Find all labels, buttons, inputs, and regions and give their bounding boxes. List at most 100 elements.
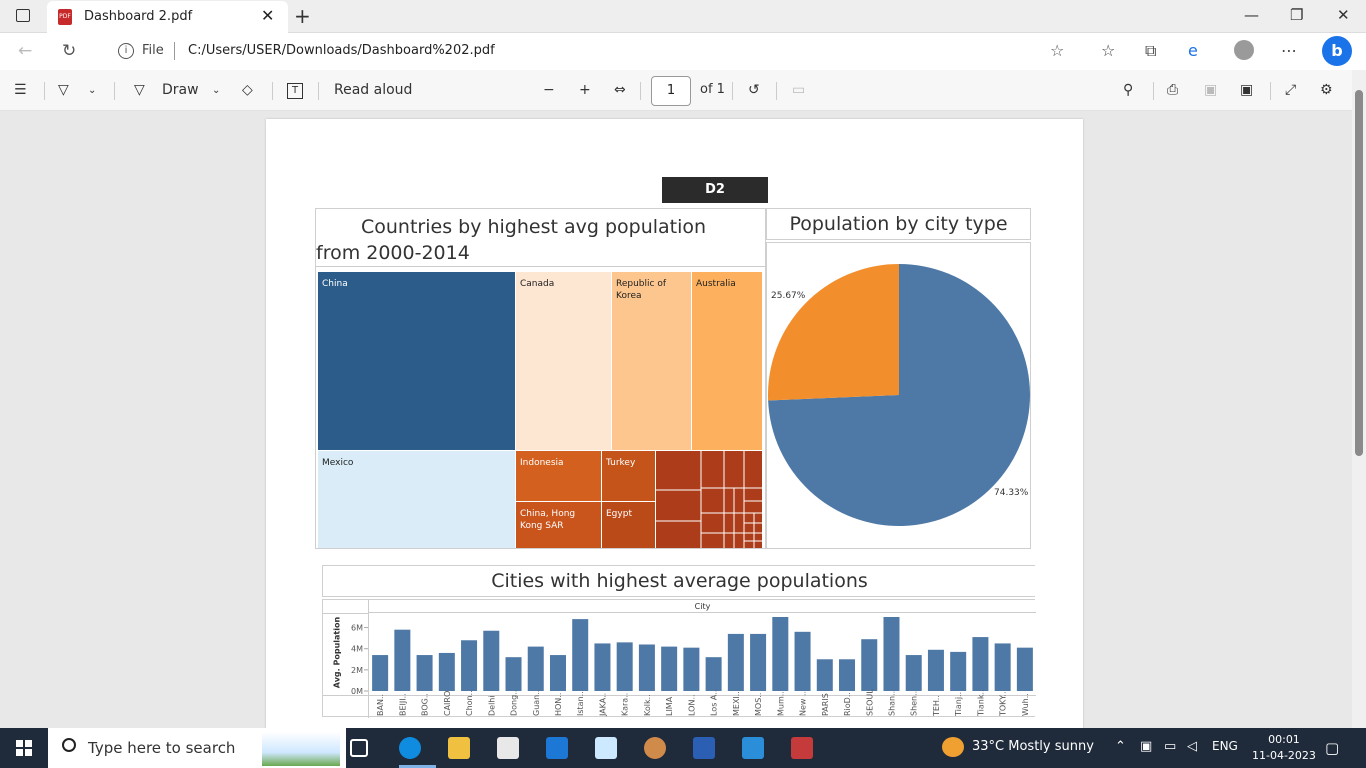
network-icon[interactable]: ▣	[1140, 739, 1153, 754]
bar[interactable]	[839, 659, 856, 691]
profile-avatar[interactable]	[1234, 40, 1254, 60]
bar[interactable]	[927, 649, 944, 691]
treemap-cell-mexico[interactable]: Mexico	[318, 451, 515, 548]
store-icon[interactable]	[497, 737, 519, 759]
scrollbar-thumb[interactable]	[1355, 90, 1363, 456]
bar[interactable]	[683, 647, 700, 691]
volume-icon[interactable]: ◁	[1187, 739, 1197, 754]
more-icon[interactable]: ⋯	[1281, 41, 1297, 60]
bar[interactable]	[527, 646, 544, 691]
paint-icon[interactable]	[644, 737, 666, 759]
info-icon[interactable]: i	[118, 43, 134, 59]
treemap-cell-china[interactable]: China	[318, 272, 515, 450]
treemap-cell-indonesia[interactable]: Indonesia	[516, 451, 601, 501]
add-favorite-icon[interactable]: ☆	[1050, 41, 1065, 60]
highlight-icon[interactable]: ▽	[58, 82, 69, 98]
snip-icon[interactable]	[595, 737, 617, 759]
bar[interactable]	[705, 657, 722, 691]
bar[interactable]	[905, 655, 922, 691]
bing-icon[interactable]: b	[1322, 36, 1352, 66]
fit-width-icon[interactable]: ⇔	[614, 82, 626, 98]
favorites-icon[interactable]: ☆	[1101, 41, 1116, 60]
file-explorer-icon[interactable]	[448, 737, 470, 759]
chevron-up-icon[interactable]: ⌃	[1115, 739, 1126, 754]
edge-taskbar-icon[interactable]	[399, 737, 421, 759]
treemap-cell-canada[interactable]: Canada	[516, 272, 611, 450]
bar[interactable]	[1016, 647, 1033, 691]
page-number-input[interactable]: 1	[651, 76, 691, 106]
bar[interactable]	[594, 643, 611, 691]
rotate-icon[interactable]: ↺	[748, 82, 760, 98]
print-icon[interactable]: ⎙	[1167, 82, 1179, 98]
bar[interactable]	[772, 617, 789, 691]
bar[interactable]	[972, 637, 989, 691]
bar[interactable]	[394, 629, 411, 691]
text-icon[interactable]: T	[287, 83, 303, 99]
bar[interactable]	[816, 659, 833, 691]
bar[interactable]	[950, 651, 967, 691]
clock[interactable]: 00:01 11-04-2023	[1252, 732, 1316, 764]
eraser-icon[interactable]: ◇	[242, 82, 253, 98]
fullscreen-icon[interactable]: ⤢	[1285, 82, 1297, 98]
bar[interactable]	[794, 631, 811, 691]
bar[interactable]	[461, 640, 478, 691]
bar[interactable]	[483, 630, 500, 691]
read-aloud-button[interactable]: Read aloud	[334, 82, 413, 98]
minimize-icon[interactable]: —	[1244, 6, 1259, 24]
zoom-out-icon[interactable]: −	[543, 82, 555, 98]
bar[interactable]	[616, 642, 633, 691]
treemap-cell-egypt[interactable]: Egypt	[602, 502, 655, 548]
weather-text[interactable]: 33°C Mostly sunny	[972, 739, 1094, 754]
treemap-small-cells[interactable]	[656, 451, 762, 548]
bar[interactable]	[861, 639, 878, 691]
edge-icon[interactable]: e	[1188, 41, 1198, 60]
word-icon[interactable]	[693, 737, 715, 759]
vertical-scrollbar[interactable]	[1352, 70, 1366, 728]
bar[interactable]	[750, 633, 767, 691]
task-view-icon[interactable]	[350, 739, 368, 757]
close-tab-icon[interactable]: ✕	[261, 6, 275, 25]
pie-slice[interactable]	[768, 264, 899, 401]
bar[interactable]	[372, 655, 389, 691]
contents-icon[interactable]: ☰	[14, 82, 27, 98]
settings-gear-icon[interactable]: ⚙	[1320, 82, 1333, 98]
bar[interactable]	[549, 655, 566, 691]
weather-icon[interactable]	[942, 737, 964, 757]
collections-icon[interactable]: ⧉	[1145, 41, 1157, 60]
restore-icon[interactable]: ❐	[1290, 6, 1304, 24]
bar[interactable]	[883, 617, 900, 691]
chevron-down-icon[interactable]: ⌄	[88, 85, 97, 96]
bar[interactable]	[661, 646, 678, 691]
language-indicator[interactable]: ENG	[1212, 739, 1238, 753]
chevron-down-icon[interactable]: ⌄	[212, 85, 221, 96]
treemap-cell-hong-kong[interactable]: China, Hong Kong SAR	[516, 502, 601, 548]
treemap-cell-turkey[interactable]: Turkey	[602, 451, 655, 501]
save-as-icon[interactable]: ▣	[1240, 82, 1254, 98]
bar[interactable]	[994, 643, 1011, 691]
url-text[interactable]: C:/Users/USER/Downloads/Dashboard%202.pd…	[188, 43, 495, 58]
treemap-cell-korea[interactable]: Republic of Korea	[612, 272, 691, 450]
search-icon[interactable]: ⚲	[1123, 82, 1134, 98]
draw-button[interactable]: Draw	[162, 82, 199, 98]
taskbar-search[interactable]: Type here to search	[48, 728, 346, 768]
pie-slice[interactable]	[768, 264, 1030, 526]
mail-icon[interactable]	[546, 737, 568, 759]
notifications-icon[interactable]: ▢	[1325, 739, 1340, 757]
bar[interactable]	[438, 652, 455, 691]
treemap-cell-australia[interactable]: Australia	[692, 272, 762, 450]
bar[interactable]	[572, 619, 589, 691]
bar[interactable]	[638, 644, 655, 691]
save-icon[interactable]: ▣	[1204, 82, 1218, 98]
vscode-icon[interactable]	[742, 737, 764, 759]
draw-icon[interactable]: ▽	[134, 82, 145, 98]
refresh-icon[interactable]: ↻	[62, 41, 77, 61]
bar[interactable]	[727, 633, 744, 691]
windows-start-icon[interactable]	[16, 740, 32, 756]
display-icon[interactable]: ▭	[1164, 739, 1177, 754]
new-tab-icon[interactable]: +	[294, 4, 311, 28]
tab-dashboard[interactable]: PDF Dashboard 2.pdf ✕	[47, 1, 288, 33]
address-field[interactable]: i File C:/Users/USER/Downloads/Dashboard…	[100, 37, 1078, 66]
app-icon[interactable]	[791, 737, 813, 759]
back-icon[interactable]: ←	[18, 41, 33, 61]
bar[interactable]	[505, 657, 522, 691]
